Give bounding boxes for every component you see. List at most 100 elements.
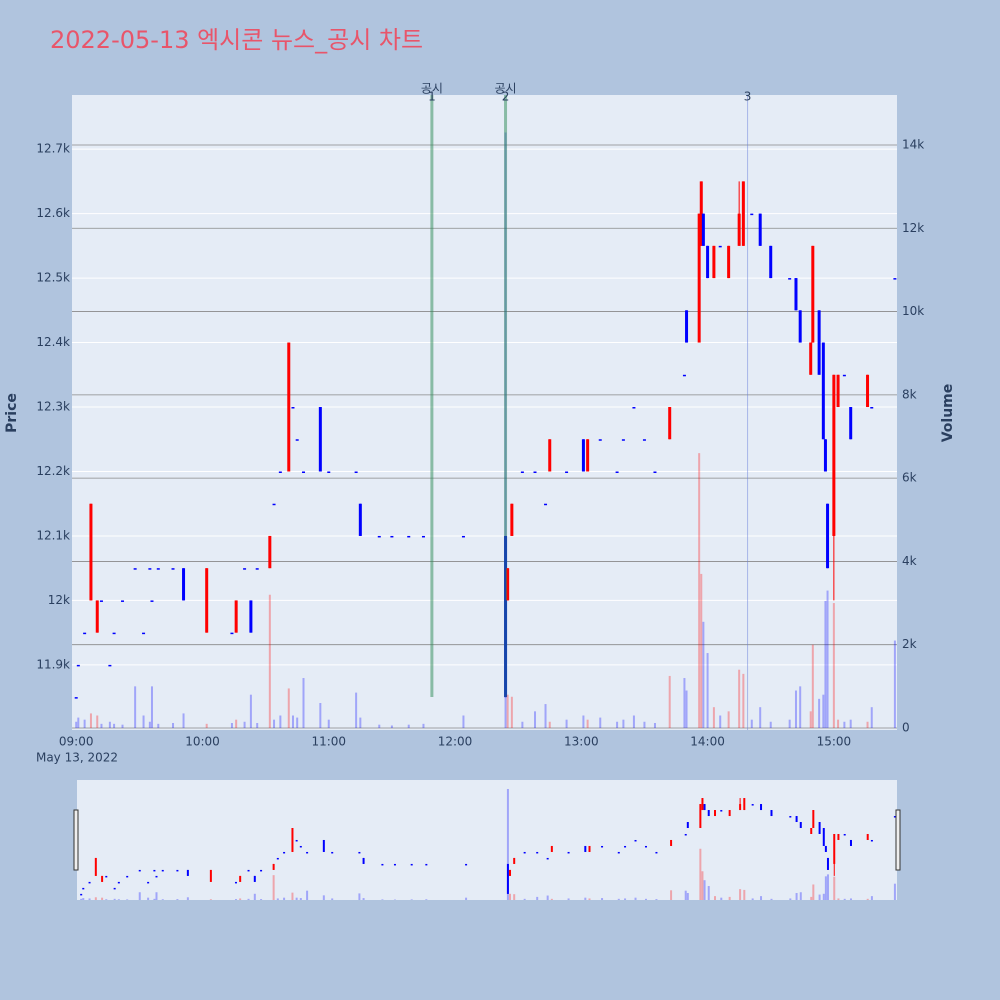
slider-handle[interactable] xyxy=(895,809,901,871)
slider-volume-bar xyxy=(770,898,773,900)
slider-candle-body xyxy=(703,804,706,811)
candle-body xyxy=(234,600,238,633)
volume-bar xyxy=(738,669,741,728)
slider-volume-bar xyxy=(822,893,825,900)
slider-candle-body xyxy=(209,869,212,882)
volume-bar xyxy=(521,721,524,728)
candle-body xyxy=(287,342,291,472)
y2-tick-label: 4k xyxy=(902,554,917,568)
volume-bar xyxy=(582,715,585,728)
slider-candle-body xyxy=(393,863,396,866)
candle-body xyxy=(817,310,821,375)
slider-volume-bar xyxy=(624,898,627,900)
volume-bar xyxy=(769,721,772,728)
slider-candle-body xyxy=(523,851,526,854)
slider-candle-body xyxy=(299,845,302,848)
slider-candle-body xyxy=(870,839,873,842)
slider-candle-body xyxy=(509,869,512,876)
slider-candle-body xyxy=(701,798,704,811)
candle-body xyxy=(421,535,425,538)
slider-candle-body xyxy=(588,845,591,852)
slider-volume-bar xyxy=(147,897,150,900)
candle-body xyxy=(737,213,741,246)
candle-body xyxy=(769,245,773,279)
slider-candle-body xyxy=(410,863,413,866)
slider-volume-bar xyxy=(126,899,129,900)
candle-body xyxy=(544,503,548,506)
slider-candle-body xyxy=(720,810,723,812)
volume-bar xyxy=(302,678,305,728)
slider-handle[interactable] xyxy=(73,809,79,871)
y-tick-label: 12.4k xyxy=(36,335,70,349)
volume-bar xyxy=(893,640,896,728)
volume-bar xyxy=(182,713,185,728)
candle-body xyxy=(390,535,394,538)
slider-candle-body xyxy=(760,804,763,811)
slider-candle-body xyxy=(799,822,802,829)
slider-candle-body xyxy=(138,869,141,872)
candle-body xyxy=(682,374,686,377)
x-tick-label: 14:00 xyxy=(690,735,725,749)
y2-tick-label: 10k xyxy=(902,304,924,318)
slider-volume-bar xyxy=(714,896,717,900)
volume-bar xyxy=(599,717,602,728)
candle-body xyxy=(653,471,657,473)
candle-body xyxy=(354,471,358,473)
volume-bar xyxy=(653,723,656,728)
slider-candle-body xyxy=(94,857,97,876)
candle-body xyxy=(741,181,745,246)
candle-body xyxy=(798,310,802,343)
x-date-label: May 13, 2022 xyxy=(36,751,118,765)
candle-body xyxy=(836,374,840,408)
slider-candle-body xyxy=(82,887,85,890)
range-slider[interactable] xyxy=(77,780,897,900)
slider-volume-bar xyxy=(331,898,334,900)
slider-volume-bar xyxy=(644,898,647,900)
volume-bar xyxy=(256,723,259,728)
candle-body xyxy=(581,439,585,472)
candle-body xyxy=(243,568,247,570)
volume-bar xyxy=(759,707,762,728)
candle-body xyxy=(318,407,322,472)
slider-volume-bar xyxy=(322,895,325,900)
volume-bar xyxy=(422,723,425,728)
candle-body xyxy=(95,600,99,633)
volume-bar xyxy=(826,590,829,728)
slider-volume-bar xyxy=(161,899,164,900)
slider-candle-body xyxy=(567,851,570,854)
volume-bar xyxy=(534,711,537,728)
volume-bar xyxy=(510,696,513,728)
slider-candle-body xyxy=(728,810,731,817)
candle-body xyxy=(893,278,897,280)
candle-body xyxy=(870,407,874,409)
volume-bar xyxy=(849,719,852,728)
slider-volume-bar xyxy=(239,898,242,900)
slider-volume-bar xyxy=(760,896,763,900)
y-tick-label: 12.7k xyxy=(36,142,70,156)
slider-volume-bar xyxy=(837,898,840,900)
slider-candle-body xyxy=(80,893,83,896)
volume-bar xyxy=(565,719,568,728)
slider-volume-bar xyxy=(117,899,120,900)
volume-bar xyxy=(683,678,686,728)
slider-candle-body xyxy=(465,863,468,866)
volume-bar xyxy=(712,707,715,728)
y-axis-title: Price xyxy=(4,393,20,433)
slider-volume-bar xyxy=(588,898,591,900)
x-tick-label: 09:00 xyxy=(59,735,94,749)
candle-body xyxy=(295,439,299,441)
slider-volume-bar xyxy=(272,875,275,900)
slider-candle-body xyxy=(276,857,279,860)
candle-body xyxy=(615,471,619,473)
slider-candle-body xyxy=(113,887,116,890)
slider-candle-body xyxy=(684,833,687,836)
slider-candle-body xyxy=(550,845,553,852)
candle-body xyxy=(697,213,701,343)
candle-body xyxy=(148,568,152,570)
volume-bar xyxy=(870,707,873,728)
candle-body xyxy=(706,245,710,279)
candle-body xyxy=(811,245,815,343)
y2-tick-label: 2k xyxy=(902,637,917,651)
candle-body xyxy=(701,213,705,246)
slider-candle-body xyxy=(833,833,836,864)
